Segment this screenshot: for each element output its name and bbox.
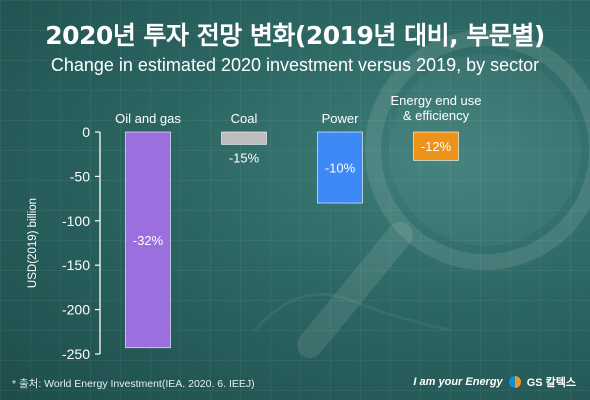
y-tick-label: -150 xyxy=(62,257,90,273)
category-label: Oil and gas xyxy=(115,111,181,126)
data-label: -12% xyxy=(421,139,452,154)
category-label: Coal xyxy=(231,111,258,126)
y-tick-label: -250 xyxy=(62,346,90,362)
data-label: -10% xyxy=(325,161,356,176)
y-tick-label: 0 xyxy=(82,124,90,140)
category-label: Energy end use xyxy=(390,93,481,108)
y-tick-label: -200 xyxy=(62,302,90,318)
bar xyxy=(221,131,267,145)
source-note: * 출처: World Energy Investment(IEA. 2020.… xyxy=(12,378,255,390)
data-label: -32% xyxy=(133,233,164,248)
y-tick-label: -50 xyxy=(70,168,90,184)
category-label: Power xyxy=(322,111,360,126)
y-tick-label: -100 xyxy=(62,213,90,229)
bar xyxy=(413,131,459,161)
category-label: & efficiency xyxy=(403,108,470,123)
chart-subtitle: Change in estimated 2020 investment vers… xyxy=(50,55,540,75)
data-label: -15% xyxy=(229,150,260,165)
bar xyxy=(317,131,363,204)
brand-logo: I am your Energy GS 칼텍스 xyxy=(413,374,576,390)
brand-name: GS 칼텍스 xyxy=(526,377,576,389)
bar xyxy=(125,131,171,349)
gs-logo-icon xyxy=(508,376,521,388)
chart-title: 2020년 투자 전망 변화(2019년 대비, 부문별) xyxy=(45,21,545,50)
brand-tagline: I am your Energy xyxy=(413,376,503,388)
y-axis-label: USD(2019) billion xyxy=(27,198,39,288)
